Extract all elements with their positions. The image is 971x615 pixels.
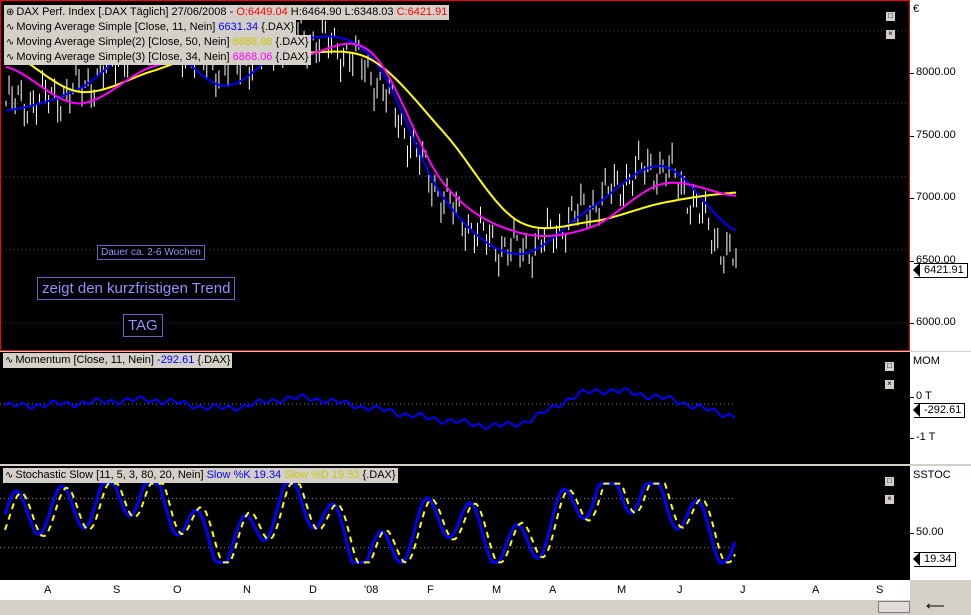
- month-label: O: [173, 584, 182, 596]
- horizontal-scrollbar[interactable]: [878, 601, 910, 613]
- momentum-last-value: -292.61: [912, 403, 966, 418]
- ma11-legend[interactable]: ∿ Moving Average Simple [Close, 11, Nein]…: [4, 20, 297, 35]
- price-tick: 7000.00: [910, 191, 956, 203]
- price-panel-controls[interactable]: □×: [885, 5, 907, 40]
- time-axis[interactable]: A S O N D '08 F M A M J J A S: [0, 580, 910, 600]
- month-label: M: [617, 584, 627, 596]
- resize-arrow-icon[interactable]: ⟵: [926, 598, 945, 613]
- price-tick: 7500.00: [910, 129, 956, 141]
- momentum-panel[interactable]: ∿ Momentum [Close, 11, Nein] -292.61 {.DA…: [0, 352, 910, 464]
- ma34-legend[interactable]: ∿ Moving Average Simple(3) [Close, 34, Ne…: [4, 50, 311, 65]
- momentum-tick: 0 T: [910, 390, 932, 402]
- stochastic-panel[interactable]: ∿ Stochastic Slow [11, 5, 3, 80, 20, Nein…: [0, 466, 910, 580]
- price-panel[interactable]: ⊕ DAX Perf. Index [.DAX Täglich] 27/06/20…: [0, 0, 910, 351]
- price-last-value: 6421.91: [913, 263, 968, 278]
- month-label: F: [427, 584, 434, 596]
- month-label: J: [677, 584, 683, 596]
- restore-icon[interactable]: □: [884, 476, 895, 487]
- indicator-icon: ∿: [5, 355, 14, 366]
- month-label: '08: [364, 584, 379, 596]
- stochastic-k-line: [3, 482, 737, 564]
- month-label: J: [740, 584, 746, 596]
- momentum-panel-controls[interactable]: □×: [884, 355, 906, 390]
- price-tick: 8000.00: [910, 66, 956, 78]
- stochastic-last-value: 19.34: [913, 552, 956, 567]
- momentum-unit: MOM: [913, 355, 940, 367]
- momentum-tick: -1 T: [910, 431, 936, 443]
- month-label: S: [113, 584, 121, 596]
- stochastic-panel-controls[interactable]: □×: [884, 470, 906, 505]
- momentum-legend[interactable]: ∿ Momentum [Close, 11, Nein] -292.61 {.DA…: [3, 353, 233, 368]
- month-label: D: [309, 584, 317, 596]
- ma50-legend[interactable]: ∿ Moving Average Simple(2) [Close, 50, Ne…: [4, 35, 311, 50]
- status-bar: ⟵: [0, 598, 971, 615]
- restore-icon[interactable]: □: [884, 361, 895, 372]
- indicator-icon: ∿: [6, 22, 15, 33]
- close-icon[interactable]: ×: [884, 379, 895, 390]
- price-axis[interactable]: € 8000.00 7500.00 7000.00 6500.00 6000.0…: [910, 0, 971, 351]
- stochastic-unit: SSTOC: [913, 469, 951, 481]
- stochastic-legend[interactable]: ∿ Stochastic Slow [11, 5, 3, 80, 20, Nein…: [3, 468, 398, 483]
- month-label: S: [876, 584, 884, 596]
- price-legend-main[interactable]: ⊕ DAX Perf. Index [.DAX Täglich] 27/06/20…: [4, 5, 450, 20]
- indicator-icon: ∿: [6, 52, 15, 63]
- close-icon[interactable]: ×: [884, 494, 895, 505]
- indicator-icon: ∿: [5, 470, 14, 481]
- month-label: A: [44, 584, 52, 596]
- stochastic-tick: 50.00: [910, 526, 944, 538]
- month-label: A: [812, 584, 820, 596]
- indicator-icon: ∿: [6, 37, 15, 48]
- annotation-duration[interactable]: Dauer ca. 2-6 Wochen: [97, 245, 205, 260]
- restore-icon[interactable]: □: [885, 11, 896, 22]
- month-label: N: [243, 584, 251, 596]
- month-label: M: [492, 584, 502, 596]
- momentum-axis[interactable]: MOM 0 T -1 T -292.61: [910, 352, 971, 464]
- annotation-tag[interactable]: TAG: [123, 314, 163, 337]
- annotation-trend[interactable]: zeigt den kurzfristigen Trend: [37, 277, 236, 300]
- month-label: A: [549, 584, 557, 596]
- momentum-line: [4, 386, 736, 431]
- price-tick: 6000.00: [910, 316, 956, 328]
- price-chart-svg: [1, 13, 909, 324]
- ma34-line: [5, 42, 737, 237]
- close-icon[interactable]: ×: [885, 29, 896, 40]
- price-unit: €: [913, 3, 920, 15]
- candlestick-icon: ⊕: [6, 7, 15, 18]
- momentum-chart-svg: [0, 386, 736, 431]
- stochastic-axis[interactable]: SSTOC 50.00 19.34: [910, 466, 971, 580]
- stochastic-chart-svg: [0, 482, 737, 564]
